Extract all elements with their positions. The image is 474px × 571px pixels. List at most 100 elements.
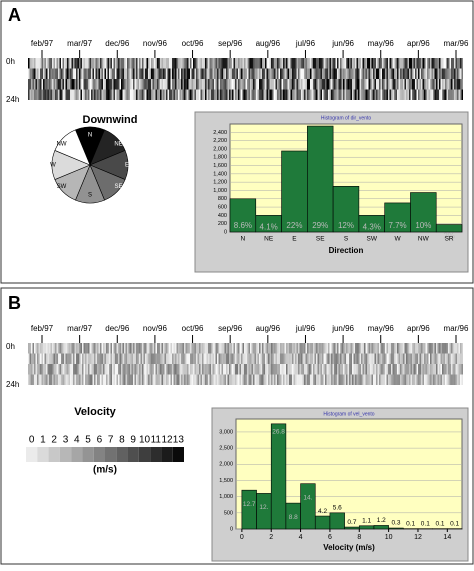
strip-cell [381,90,383,101]
strip-cell [79,90,81,101]
bar-label: 5.6 [333,505,342,512]
strip-cell [247,364,249,375]
strip-cell [447,90,449,101]
strip-cell [372,354,374,365]
strip-cell [411,79,413,90]
strip-cell [183,375,185,386]
strip-cell [396,375,398,386]
strip-cell [51,343,53,354]
x-tick-label: SE [316,236,325,243]
strip-cell [93,375,95,386]
strip-cell [189,343,191,354]
strip-cell [214,90,216,101]
strip-cell [421,354,423,365]
scale-label: 0 [29,435,35,446]
strip-cell [250,354,252,365]
strip-cell [210,69,212,80]
strip-cell [78,69,80,80]
strip-cell [387,364,389,375]
strip-cell [61,58,63,69]
strip-cell [39,343,41,354]
strip-cell [298,375,300,386]
strip-cell [45,343,47,354]
strip-cell [34,79,36,90]
strip-cell [435,375,437,386]
strip-cell [147,90,149,101]
bar-label: 8.8 [289,514,298,521]
strip-cell [294,90,296,101]
strip-cell [207,79,209,90]
strip-cell [129,90,131,101]
strip-cell [336,69,338,80]
strip-cell [432,375,434,386]
strip-cell [304,79,306,90]
strip-cell [337,58,339,69]
strip-cell [418,79,420,90]
strip-cell [444,58,446,69]
strip-cell [246,79,248,90]
strip-cell [192,354,194,365]
strip-cell [388,364,390,375]
strip-cell [286,375,288,386]
strip-cell [360,364,362,375]
strip-cell [337,375,339,386]
strip-cell [403,79,405,90]
strip-cell [328,354,330,365]
strip-cell [165,364,167,375]
strip-cell [357,375,359,386]
timeline-label: mar/97 [67,324,92,333]
strip-cell [51,364,53,375]
x-tick-label: SR [445,236,454,243]
strip-cell [180,58,182,69]
strip-cell [294,58,296,69]
strip-cell [441,58,443,69]
strip-cell [232,58,234,69]
strip-cell [175,364,177,375]
strip-cell [217,354,219,365]
strip-cell [262,354,264,365]
strip-cell [82,90,84,101]
strip-cell [37,79,39,90]
strip-cell [382,69,384,80]
strip-cell [172,364,174,375]
strip-cell [166,69,168,80]
strip-cell [325,90,327,101]
strip-cell [313,69,315,80]
strip-cell [37,343,39,354]
strip-cell [145,343,147,354]
strip-cell [82,58,84,69]
bar-label: 1.1 [362,517,371,524]
strip-cell [370,343,372,354]
strip-cell [300,343,302,354]
strip-cell [57,69,59,80]
strip-cell [352,79,354,90]
strip-cell [412,343,414,354]
strip-cell [406,90,408,101]
strip-cell [166,79,168,90]
strip-cell [451,364,453,375]
strip-cell [97,375,99,386]
strip-cell [33,69,35,80]
strip-cell [232,90,234,101]
strip-cell [181,58,183,69]
strip-cell [153,90,155,101]
strip-cell [132,375,134,386]
strip-cell [319,90,321,101]
strip-cell [460,375,462,386]
strip-cell [303,364,305,375]
strip-cell [264,343,266,354]
strip-cell [180,364,182,375]
strip-cell [430,364,432,375]
strip-cell [46,69,48,80]
strip-cell [271,58,273,69]
strip-cell [129,69,131,80]
strip-cell [454,69,456,80]
strip-cell [184,375,186,386]
strip-cell [322,354,324,365]
strip-cell [165,69,167,80]
x-tick-label: 0 [240,534,244,541]
strip-cell [460,58,462,69]
strip-cell [178,69,180,80]
bar [359,526,374,529]
strip-cell [297,375,299,386]
